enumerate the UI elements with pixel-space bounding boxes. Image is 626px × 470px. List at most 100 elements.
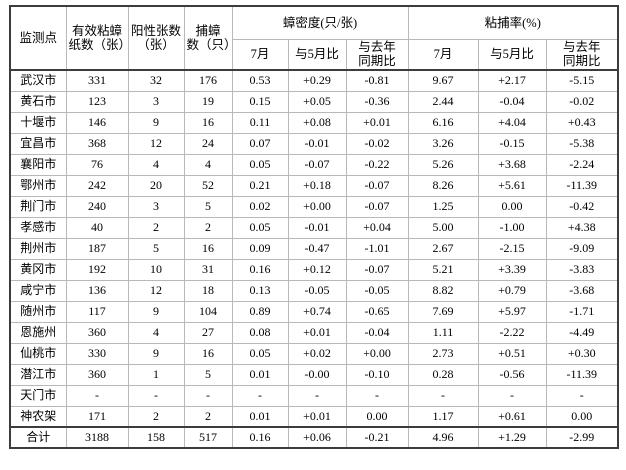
- value-cell: 0.09: [231, 237, 289, 260]
- table-row: 神农架 171 2 2 0.01 +0.01 0.00 1.17 +0.61 0.00: [9, 405, 619, 428]
- value-cell: 1.17: [407, 405, 479, 428]
- value-cell: 10: [127, 258, 185, 281]
- value-cell: 0.02: [231, 195, 289, 218]
- header-density-july: 7月: [231, 38, 289, 71]
- value-cell: 0.05: [231, 216, 289, 239]
- site-cell: 孝感市: [9, 216, 67, 239]
- value-cell: -0.07: [345, 195, 409, 218]
- header-density-vs-may: 与5月比: [287, 38, 347, 71]
- value-cell: 368: [65, 132, 129, 155]
- table-row: 鄂州市 242 20 52 0.21 +0.18 -0.07 8.26 +5.61 -11.39: [9, 174, 619, 197]
- site-cell: 黄石市: [9, 90, 67, 113]
- value-cell: -2.22: [477, 321, 547, 344]
- value-cell: -4.49: [545, 321, 619, 344]
- value-cell: -2.15: [477, 237, 547, 260]
- value-cell: +0.74: [287, 300, 347, 323]
- table-row: 孝感市 40 2 2 0.05 -0.01 +0.04 5.00 -1.00 +4.38: [9, 216, 619, 239]
- table-row: 黄冈市 192 10 31 0.16 +0.12 -0.07 5.21 +3.39 -3.83: [9, 258, 619, 281]
- value-cell: 8.26: [407, 174, 479, 197]
- table-row: 恩施州 360 4 27 0.08 +0.01 -0.04 1.11 -2.22 -4.49: [9, 321, 619, 344]
- value-cell: +0.12: [287, 258, 347, 281]
- value-cell: 4: [183, 153, 233, 176]
- value-cell: 40: [65, 216, 129, 239]
- value-cell: -11.39: [545, 174, 619, 197]
- value-cell: +0.04: [345, 216, 409, 239]
- value-cell: 4: [127, 153, 185, 176]
- value-cell: 0.05: [231, 342, 289, 365]
- value-cell: +0.29: [287, 69, 347, 92]
- value-cell: -0.01: [287, 132, 347, 155]
- value-cell: -9.09: [545, 237, 619, 260]
- header-site: 监测点: [9, 5, 67, 71]
- header-caught-count: 捕蟑 数（只）: [183, 5, 233, 71]
- table-body: 武汉市 331 32 176 0.53 +0.29 -0.81 9.67 +2.17 -5.15 黄…: [9, 69, 619, 449]
- table-row: 武汉市 331 32 176 0.53 +0.29 -0.81 9.67 +2.17 -5.15: [9, 69, 619, 92]
- value-cell: 2.67: [407, 237, 479, 260]
- table-row: 随州市 117 9 104 0.89 +0.74 -0.65 7.69 +5.97 -1.71: [9, 300, 619, 323]
- value-cell: 3.26: [407, 132, 479, 155]
- value-cell: -: [477, 384, 547, 407]
- value-cell: -0.02: [545, 90, 619, 113]
- value-cell: 27: [183, 321, 233, 344]
- value-cell: 192: [65, 258, 129, 281]
- value-cell: -0.65: [345, 300, 409, 323]
- value-cell: -0.81: [345, 69, 409, 92]
- value-cell: 123: [65, 90, 129, 113]
- value-cell: 3: [127, 195, 185, 218]
- table-row: 天门市 - - - - - - - - -: [9, 384, 619, 407]
- value-cell: -5.15: [545, 69, 619, 92]
- value-cell: 0.53: [231, 69, 289, 92]
- value-cell: 9: [127, 111, 185, 134]
- header-positive-papers: 阳性张数 （张）: [127, 5, 185, 71]
- value-cell: -: [287, 384, 347, 407]
- value-cell: -0.15: [477, 132, 547, 155]
- value-cell: 2.73: [407, 342, 479, 365]
- site-cell: 天门市: [9, 384, 67, 407]
- site-cell: 黄冈市: [9, 258, 67, 281]
- value-cell: +0.61: [477, 405, 547, 428]
- value-cell: -1.00: [477, 216, 547, 239]
- value-cell: +0.01: [345, 111, 409, 134]
- value-cell: +3.39: [477, 258, 547, 281]
- site-cell: 武汉市: [9, 69, 67, 92]
- table-row: 咸宁市 136 12 18 0.13 -0.05 -0.05 8.82 +0.79 -3.68: [9, 279, 619, 302]
- site-cell: 神农架: [9, 405, 67, 428]
- value-cell: 5: [183, 195, 233, 218]
- value-cell: -0.07: [345, 174, 409, 197]
- value-cell: -0.07: [287, 153, 347, 176]
- table-row: 襄阳市 76 4 4 0.05 -0.07 -0.22 5.26 +3.68 -2.24: [9, 153, 619, 176]
- value-cell: +4.38: [545, 216, 619, 239]
- value-cell: -: [545, 384, 619, 407]
- value-cell: +0.05: [287, 90, 347, 113]
- value-cell: 240: [65, 195, 129, 218]
- value-cell: 0.01: [231, 405, 289, 428]
- value-cell: 24: [183, 132, 233, 155]
- header-rate-july: 7月: [407, 38, 479, 71]
- value-cell: 1.25: [407, 195, 479, 218]
- value-cell: -: [407, 384, 479, 407]
- value-cell: -0.47: [287, 237, 347, 260]
- value-cell: -0.04: [345, 321, 409, 344]
- value-cell: -0.36: [345, 90, 409, 113]
- value-cell: +1.29: [477, 426, 547, 449]
- value-cell: 1: [127, 363, 185, 386]
- header-effective-papers: 有效粘蟑 纸数（张）: [65, 5, 129, 71]
- value-cell: +3.68: [477, 153, 547, 176]
- site-cell: 荆州市: [9, 237, 67, 260]
- site-cell: 仙桃市: [9, 342, 67, 365]
- value-cell: -0.07: [345, 258, 409, 281]
- value-cell: -0.42: [545, 195, 619, 218]
- value-cell: +0.01: [287, 321, 347, 344]
- value-cell: -: [345, 384, 409, 407]
- site-cell: 咸宁市: [9, 279, 67, 302]
- header-row-sub: 7月 与5月比 与去年 同期比 7月 与5月比 与去年 同期比: [10, 38, 619, 71]
- value-cell: 171: [65, 405, 129, 428]
- value-cell: 18: [183, 279, 233, 302]
- value-cell: +0.00: [287, 195, 347, 218]
- value-cell: 0.16: [231, 426, 289, 449]
- site-cell: 潜江市: [9, 363, 67, 386]
- value-cell: 3188: [65, 426, 129, 449]
- value-cell: 360: [65, 363, 129, 386]
- value-cell: 76: [65, 153, 129, 176]
